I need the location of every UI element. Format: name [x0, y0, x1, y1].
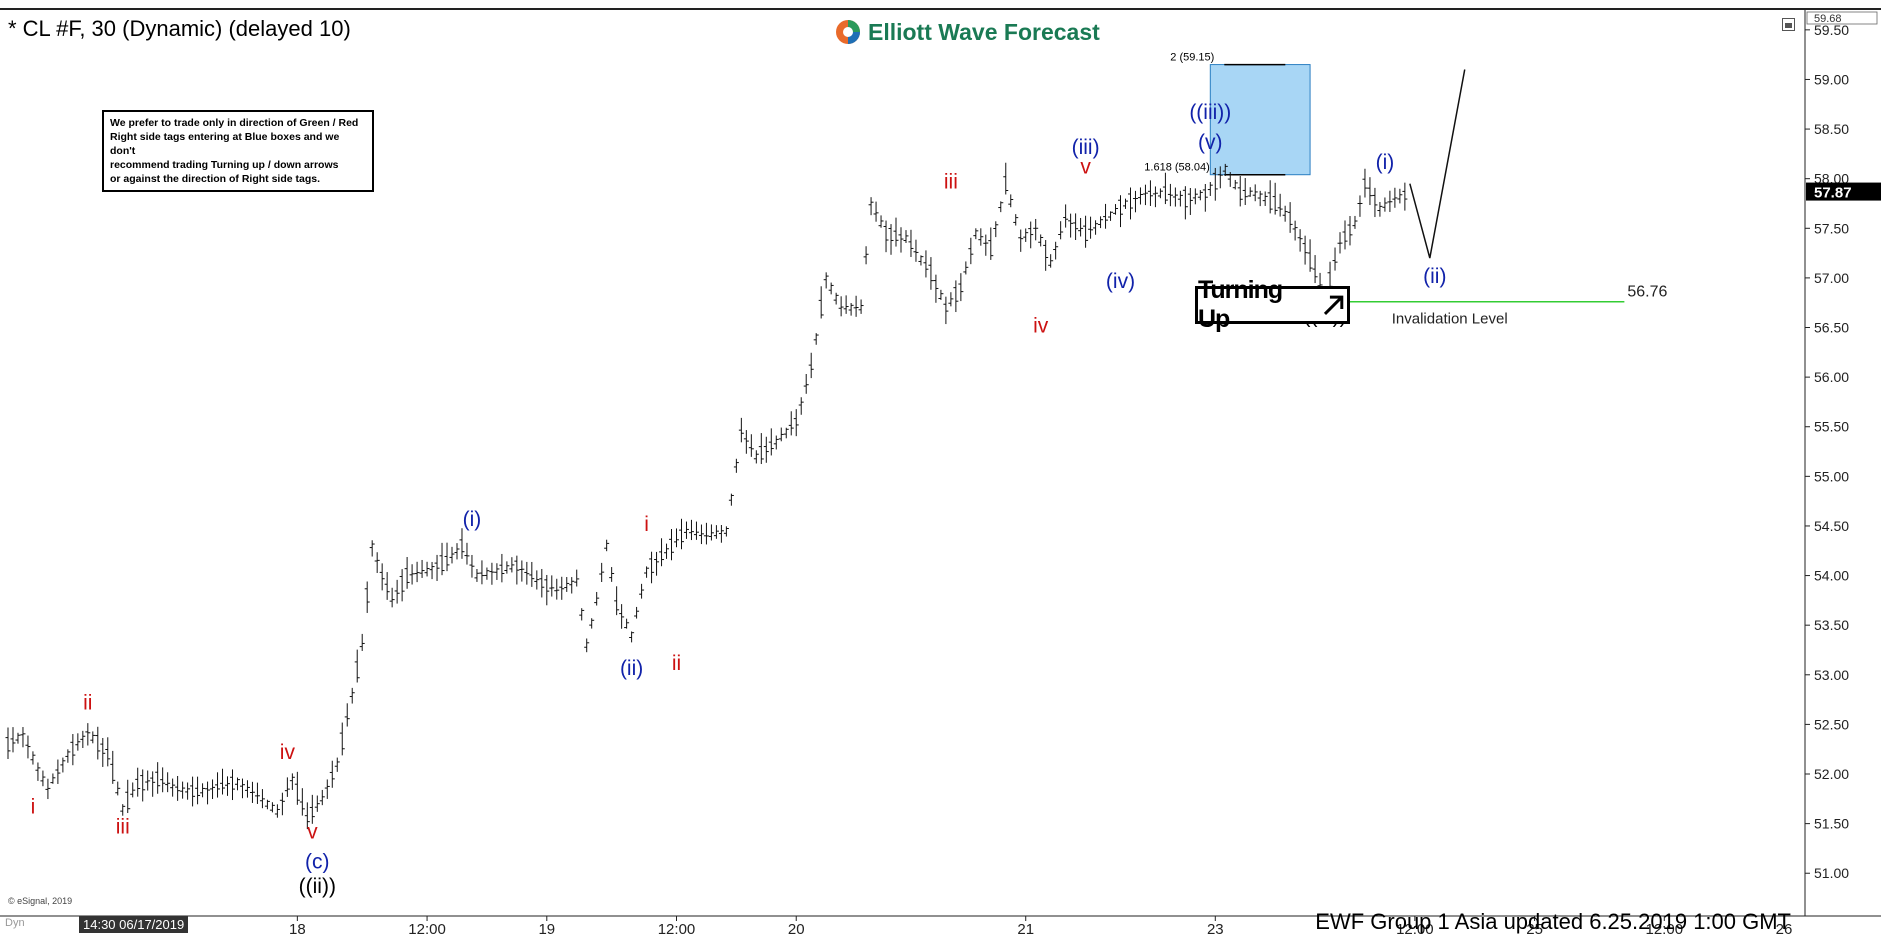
x-tick-label: 25 [1526, 921, 1543, 938]
dyn-label: Dyn [5, 917, 25, 929]
x-tick-label: 12:00 [1646, 921, 1684, 938]
y-tick-label: 56.50 [1814, 320, 1849, 336]
y-tick-label: 58.50 [1814, 121, 1849, 137]
x-tick-label: 26 [1776, 921, 1793, 938]
wave-label: iii [116, 816, 130, 839]
x-tick-label: 12:00 [658, 921, 696, 938]
footer-caption: EWF Group 1 Asia updated 6.25.2019 1:00 … [1315, 909, 1791, 934]
wave-label: (c) [305, 850, 330, 873]
y-tick-label: 54.00 [1814, 568, 1849, 584]
y-tick-label: 52.00 [1814, 766, 1849, 782]
wave-label: v [1080, 156, 1091, 179]
logo-text: Elliott Wave Forecast [868, 18, 1100, 45]
note-line: We prefer to trade only in direction of … [110, 117, 359, 129]
x-tick-label: 12:00 [408, 921, 446, 938]
x-tick-label: 20 [788, 921, 805, 938]
x-tick-label: 21 [1017, 921, 1034, 938]
window-restore-icon[interactable] [1782, 18, 1795, 31]
top-price-label: 59.68 [1814, 13, 1842, 25]
x-tick-label: 19 [538, 921, 555, 938]
invalidation-label: Invalidation Level [1392, 311, 1508, 328]
wave-label: (iii) [1072, 136, 1100, 159]
wave-label: ii [83, 692, 92, 715]
wave-label: (ii) [1423, 265, 1446, 288]
note-line: recommend trading Turning up / down arro… [110, 159, 339, 171]
logo: Elliott Wave Forecast [834, 18, 1100, 46]
target-blue-box [1209, 64, 1311, 176]
x-tick-label: 18 [289, 921, 306, 938]
y-tick-label: 56.00 [1814, 369, 1849, 385]
top-price-box [1806, 11, 1878, 25]
wave-label: ((ii)) [299, 875, 336, 898]
y-tick-label: 54.50 [1814, 518, 1849, 534]
y-tick-label: 55.50 [1814, 419, 1849, 435]
y-tick-label: 53.50 [1814, 617, 1849, 633]
wave-label: iii [944, 171, 958, 194]
wave-label: (i) [463, 508, 482, 531]
wave-label: v [307, 821, 318, 844]
trading-note: We prefer to trade only in direction of … [102, 110, 374, 192]
wave-label: (v) [1198, 131, 1223, 154]
y-tick-label: 55.00 [1814, 468, 1849, 484]
y-tick-label: 59.50 [1814, 22, 1849, 38]
fib-label-upper: 2 (59.15) [1170, 52, 1214, 64]
x-tick-label: 23 [1207, 921, 1224, 938]
copyright: © eSignal, 2019 [8, 896, 73, 906]
y-tick-label: 51.50 [1814, 816, 1849, 832]
wave-label: iv [280, 741, 296, 764]
wave-label: (ii) [620, 657, 643, 680]
wave-label: i [644, 513, 649, 536]
cursor-date-box: 14:30 06/17/2019 [79, 916, 189, 933]
note-line: Right side tags entering at Blue boxes a… [110, 131, 340, 157]
y-tick-label: 52.50 [1814, 716, 1849, 732]
wave-label: (iv) [1106, 270, 1135, 293]
arrow-up-right-icon [1324, 295, 1344, 315]
y-tick-label: 57.50 [1814, 220, 1849, 236]
projection-path [1409, 69, 1466, 259]
last-price-label: 57.87 [1814, 185, 1852, 202]
wave-label: i [31, 796, 36, 819]
y-tick-label: 59.00 [1814, 71, 1849, 87]
note-line: or against the direction of Right side t… [110, 173, 321, 185]
wave-label: ii [672, 652, 681, 675]
turning-up-label: Turning Up [1198, 276, 1283, 333]
wave-label: ((iii)) [1189, 101, 1231, 124]
turning-up-tag: Turning Up [1195, 276, 1350, 333]
y-tick-label: 57.00 [1814, 270, 1849, 286]
y-tick-label: 51.00 [1814, 865, 1849, 881]
y-tick-label: 53.00 [1814, 667, 1849, 683]
x-tick-label: 12:00 [1396, 921, 1434, 938]
invalidation-price: 56.76 [1627, 284, 1667, 301]
wave-label: iv [1033, 314, 1049, 337]
chart-title: * CL #F, 30 (Dynamic) (delayed 10) [8, 16, 351, 41]
last-price-box [1806, 182, 1881, 201]
logo-icon [836, 20, 860, 44]
wave-label: (i) [1376, 151, 1395, 174]
fib-label-lower: 1.618 (58.04) [1144, 162, 1209, 174]
